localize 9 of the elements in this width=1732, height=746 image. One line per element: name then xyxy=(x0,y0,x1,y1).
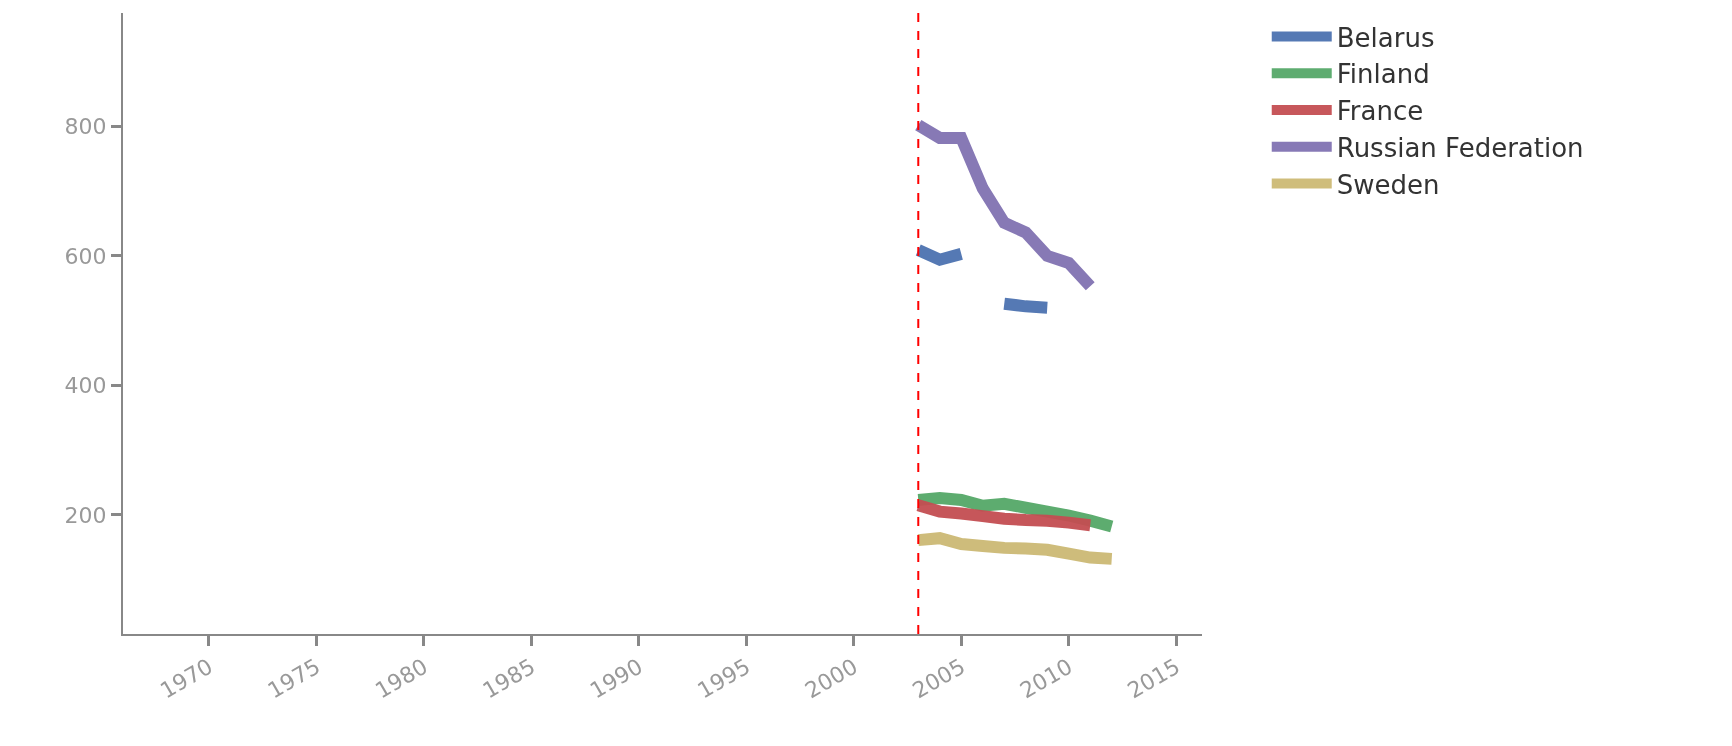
legend-label: France xyxy=(1336,96,1424,127)
legend-label: Russian Federation xyxy=(1336,132,1584,163)
y-tick-label: 800 xyxy=(64,114,107,140)
y-tick-label: 600 xyxy=(64,243,107,269)
legend-label: Sweden xyxy=(1336,169,1440,200)
legend-label: Finland xyxy=(1336,59,1430,90)
y-tick-label: 400 xyxy=(64,373,107,399)
y-tick-label: 200 xyxy=(64,502,107,528)
legend-label: Belarus xyxy=(1336,22,1435,53)
